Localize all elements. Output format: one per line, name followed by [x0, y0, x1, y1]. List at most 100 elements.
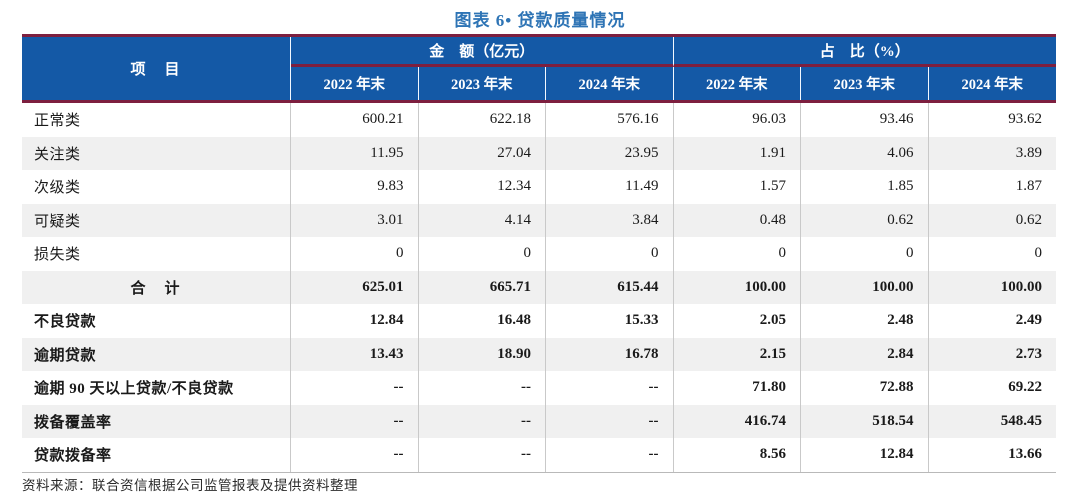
cell-value: 3.01	[291, 203, 419, 237]
cell-value: 16.78	[546, 337, 674, 371]
cell-value: 622.18	[419, 103, 546, 137]
cell-value: 11.95	[291, 136, 419, 170]
table-body: 正常类 600.21 622.18 576.16 96.03 93.46 93.62 关注类 1…	[22, 103, 1056, 473]
cell-value: 0	[674, 237, 801, 271]
cell-value: 23.95	[546, 136, 674, 170]
cell-value: 665.71	[419, 270, 546, 304]
cell-value: 1.57	[674, 170, 801, 204]
cell-value: 13.66	[1008, 446, 1042, 463]
table-row: 贷款拨备率 -- -- -- 8.56 12.84 13.66	[22, 438, 1056, 472]
cell-value: 548.45	[1000, 412, 1042, 429]
cell-value: 96.03	[674, 103, 801, 137]
cell-value: 416.74	[674, 404, 801, 438]
cell-value: --	[419, 404, 546, 438]
row-label: 逾期贷款	[22, 337, 291, 371]
cell-value: 0	[419, 237, 546, 271]
cell-value: 1.87	[1015, 178, 1042, 195]
row-label: 贷款拨备率	[22, 438, 291, 472]
cell-value: 1.85	[801, 170, 929, 204]
cell-value: --	[546, 371, 674, 405]
header-amount-2024: 2024 年末	[546, 67, 674, 100]
table-row: 正常类 600.21 622.18 576.16 96.03 93.46 93.62	[22, 103, 1056, 137]
table-row: 关注类 11.95 27.04 23.95 1.91 4.06 3.89	[22, 136, 1056, 170]
page-title: 图表 6• 贷款质量情况	[454, 11, 626, 30]
cell-value: 18.90	[419, 337, 546, 371]
cell-value: 0	[546, 237, 674, 271]
cell-value: 13.43	[291, 337, 419, 371]
table-row: 逾期 90 天以上贷款/不良贷款 -- -- -- 71.80 72.88 69.22	[22, 371, 1056, 405]
table-row: 拨备覆盖率 -- -- -- 416.74 518.54 548.45	[22, 404, 1056, 438]
cell-value: --	[546, 438, 674, 472]
table-row: 逾期贷款 13.43 18.90 16.78 2.15 2.84 2.73	[22, 337, 1056, 371]
cell-value: 11.49	[546, 170, 674, 204]
cell-value: 100.00	[1000, 278, 1042, 295]
header-ratio-2024: 2024 年末	[961, 77, 1024, 93]
cell-value: 93.62	[1008, 111, 1042, 128]
cell-value: 16.48	[419, 304, 546, 338]
cell-value: 2.15	[674, 337, 801, 371]
cell-value: 12.84	[291, 304, 419, 338]
header-ratio-2022: 2022 年末	[674, 67, 801, 100]
cell-value: 93.46	[801, 103, 929, 137]
cell-value: 69.22	[1008, 379, 1042, 396]
cell-value: 0.48	[674, 203, 801, 237]
cell-value: 0	[1034, 245, 1043, 262]
table-row: 损失类 0 0 0 0 0 0	[22, 237, 1056, 271]
cell-value: --	[291, 371, 419, 405]
cell-value: --	[419, 438, 546, 472]
header-group-amount: 金 额（亿元）	[291, 37, 674, 67]
row-label: 正常类	[22, 103, 291, 137]
cell-value: --	[546, 404, 674, 438]
row-label: 合 计	[22, 270, 291, 304]
row-label: 关注类	[22, 136, 291, 170]
cell-value: 3.89	[1015, 144, 1042, 161]
row-label: 可疑类	[22, 203, 291, 237]
table-row: 不良贷款 12.84 16.48 15.33 2.05 2.48 2.49	[22, 304, 1056, 338]
cell-value: 2.05	[674, 304, 801, 338]
loan-quality-table: 项 目 金 额（亿元） 占 比（%） 2022 年末 2023 年末 2024 …	[22, 34, 1056, 473]
cell-value: 0	[801, 237, 929, 271]
row-label: 损失类	[22, 237, 291, 271]
table-row: 合 计 625.01 665.71 615.44 100.00 100.00 100.00	[22, 270, 1056, 304]
cell-value: 4.06	[801, 136, 929, 170]
table-header: 项 目 金 额（亿元） 占 比（%） 2022 年末 2023 年末 2024 …	[22, 34, 1056, 103]
cell-value: 2.49	[1015, 312, 1042, 329]
cell-value: 518.54	[801, 404, 929, 438]
cell-value: --	[419, 371, 546, 405]
cell-value: 576.16	[546, 103, 674, 137]
cell-value: 0	[291, 237, 419, 271]
header-group-ratio: 占 比（%）	[673, 37, 1056, 67]
cell-value: 2.84	[801, 337, 929, 371]
cell-value: 1.91	[674, 136, 801, 170]
header-amount-2022: 2022 年末	[291, 67, 419, 100]
row-label: 拨备覆盖率	[22, 404, 291, 438]
cell-value: 615.44	[546, 270, 674, 304]
cell-value: 8.56	[674, 438, 801, 472]
cell-value: 72.88	[801, 371, 929, 405]
cell-value: 600.21	[291, 103, 419, 137]
cell-value: 2.73	[1015, 345, 1042, 362]
source-note: 资料来源：联合资信根据公司监管报表及提供资料整理	[22, 477, 358, 493]
header-ratio-2023: 2023 年末	[801, 67, 929, 100]
cell-value: 100.00	[674, 270, 801, 304]
cell-value: --	[291, 404, 419, 438]
table-row: 次级类 9.83 12.34 11.49 1.57 1.85 1.87	[22, 170, 1056, 204]
cell-value: 0.62	[1015, 211, 1042, 228]
header-item-column: 项 目	[22, 37, 291, 100]
cell-value: 9.83	[291, 170, 419, 204]
header-amount-2023: 2023 年末	[419, 67, 546, 100]
cell-value: 12.34	[419, 170, 546, 204]
cell-value: 71.80	[674, 371, 801, 405]
row-label: 不良贷款	[22, 304, 291, 338]
cell-value: 27.04	[419, 136, 546, 170]
table-row: 可疑类 3.01 4.14 3.84 0.48 0.62 0.62	[22, 203, 1056, 237]
row-label: 次级类	[22, 170, 291, 204]
cell-value: 15.33	[546, 304, 674, 338]
cell-value: 0.62	[801, 203, 929, 237]
cell-value: 4.14	[419, 203, 546, 237]
cell-value: 3.84	[546, 203, 674, 237]
cell-value: 625.01	[291, 270, 419, 304]
cell-value: --	[291, 438, 419, 472]
cell-value: 100.00	[801, 270, 929, 304]
cell-value: 12.84	[801, 438, 929, 472]
